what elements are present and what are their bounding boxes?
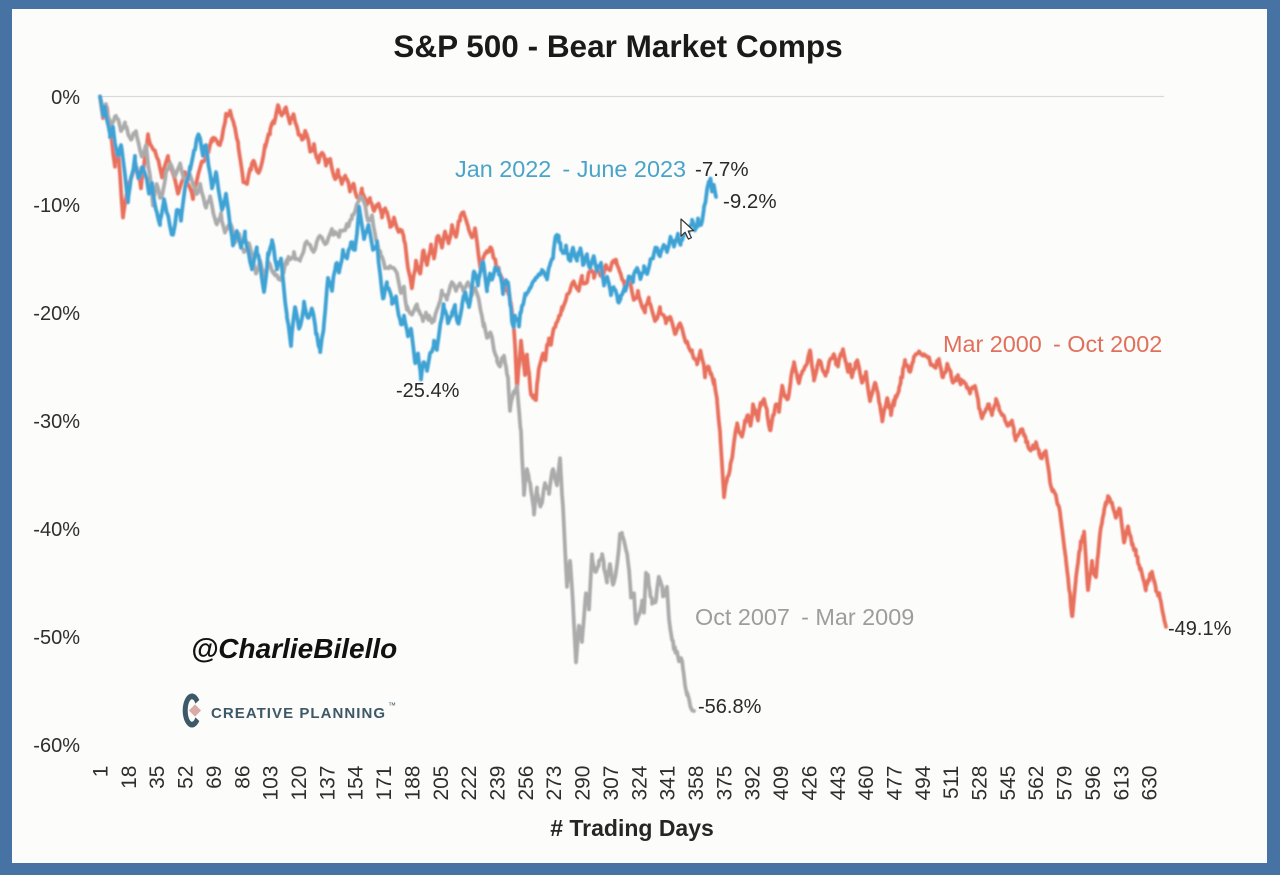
- svg-text:290: 290: [572, 766, 595, 801]
- svg-text:630: 630: [1139, 766, 1162, 801]
- svg-text:86: 86: [231, 766, 254, 789]
- svg-text:307: 307: [600, 766, 623, 801]
- svg-text:120: 120: [288, 766, 311, 801]
- svg-text:-50%: -50%: [33, 627, 80, 649]
- svg-text:0%: 0%: [51, 87, 80, 109]
- svg-text:154: 154: [345, 765, 368, 800]
- svg-text:52: 52: [175, 766, 198, 789]
- svg-text:137: 137: [316, 766, 339, 801]
- svg-text:# Trading Days: # Trading Days: [550, 815, 714, 841]
- svg-text:-9.2%: -9.2%: [723, 190, 777, 213]
- svg-text:-10%: -10%: [33, 195, 80, 217]
- svg-text:171: 171: [373, 766, 396, 801]
- svg-text:528: 528: [969, 766, 992, 801]
- svg-text:477: 477: [884, 766, 907, 801]
- svg-text:-56.8%: -56.8%: [698, 696, 762, 718]
- svg-text:358: 358: [685, 766, 708, 801]
- svg-text:205: 205: [430, 766, 453, 801]
- svg-text:239: 239: [487, 766, 510, 801]
- svg-text:18: 18: [118, 766, 141, 789]
- svg-text:-30%: -30%: [33, 411, 80, 433]
- svg-text:324: 324: [628, 765, 651, 800]
- svg-text:S&P 500 - Bear Market Comps: S&P 500 - Bear Market Comps: [393, 28, 842, 64]
- svg-text:-25.4%: -25.4%: [396, 380, 460, 402]
- svg-text:-49.1%: -49.1%: [1168, 618, 1232, 640]
- svg-text:35: 35: [146, 766, 169, 789]
- svg-text:103: 103: [260, 766, 283, 801]
- svg-text:256: 256: [515, 766, 538, 801]
- svg-text:CREATIVE PLANNING: CREATIVE PLANNING: [211, 705, 386, 722]
- svg-text:222: 222: [458, 766, 481, 801]
- svg-text:Oct 2007 - Mar 2009: Oct 2007 - Mar 2009: [695, 604, 914, 630]
- svg-text:341: 341: [657, 766, 680, 801]
- svg-text:-60%: -60%: [33, 735, 80, 757]
- svg-text:426: 426: [798, 766, 821, 801]
- svg-text:-7.7%: -7.7%: [695, 158, 749, 181]
- svg-text:494: 494: [912, 765, 935, 800]
- svg-text:579: 579: [1054, 766, 1077, 801]
- svg-text:1: 1: [90, 766, 113, 778]
- svg-text:Jan 2022 - June 2023: Jan 2022 - June 2023: [455, 156, 686, 182]
- svg-text:69: 69: [203, 766, 226, 789]
- svg-text:375: 375: [713, 766, 736, 801]
- svg-text:™: ™: [388, 701, 396, 710]
- svg-text:511: 511: [940, 766, 963, 799]
- svg-text:545: 545: [997, 766, 1020, 801]
- svg-text:596: 596: [1082, 766, 1105, 801]
- svg-text:@CharlieBilello: @CharlieBilello: [191, 633, 397, 664]
- svg-text:613: 613: [1110, 766, 1133, 801]
- svg-text:-40%: -40%: [33, 519, 80, 541]
- svg-text:562: 562: [1025, 766, 1048, 801]
- svg-text:-20%: -20%: [33, 303, 80, 325]
- svg-text:460: 460: [855, 766, 878, 801]
- svg-text:Mar 2000 - Oct 2002: Mar 2000 - Oct 2002: [943, 331, 1162, 357]
- svg-text:188: 188: [401, 766, 424, 801]
- svg-text:392: 392: [742, 766, 765, 801]
- svg-text:273: 273: [543, 766, 566, 801]
- svg-text:409: 409: [770, 766, 793, 801]
- svg-text:443: 443: [827, 766, 850, 801]
